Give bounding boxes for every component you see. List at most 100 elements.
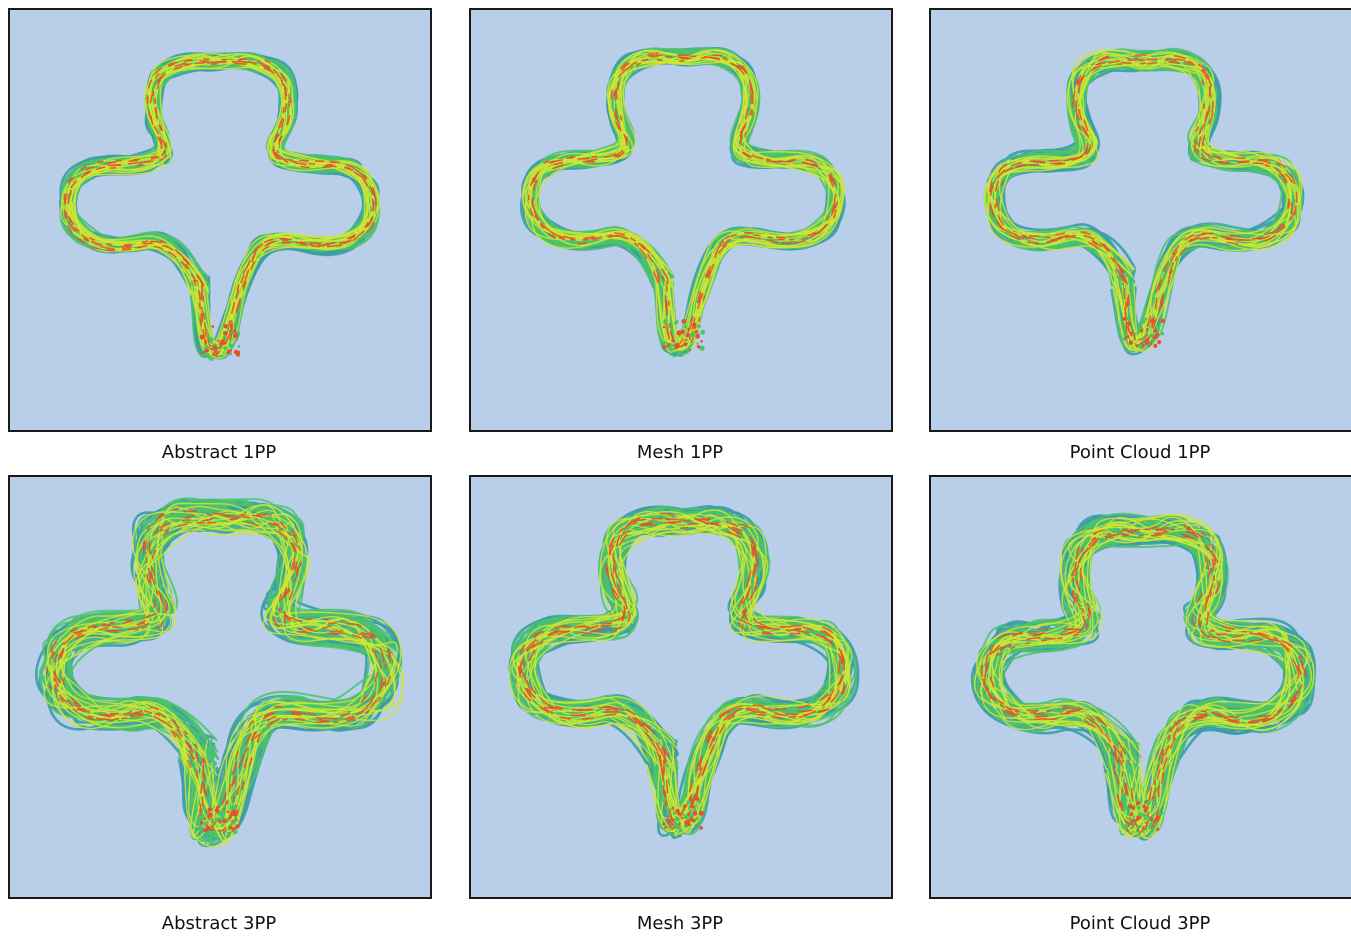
trajectory-point [1132,318,1135,321]
trajectory-point [214,349,218,354]
trajectory-bundle [59,52,381,362]
trajectory-line [530,55,833,348]
trajectory-point [699,826,703,830]
trajectory-plot [8,475,432,899]
trajectory-point [1161,812,1164,815]
trajectory-line [526,50,843,344]
trajectory-plot [8,8,432,432]
trajectory-point [236,809,240,813]
trajectory-line [522,52,838,342]
trajectory-point [233,329,237,333]
trajectory-line [63,58,375,352]
trajectory-line [61,514,405,844]
trajectory-point [226,351,230,355]
trajectory-point [674,322,677,325]
trajectory-point [1153,821,1156,824]
trajectory-line [61,52,369,347]
trajectory-point [686,800,691,804]
trajectory-line [67,59,375,353]
trajectory-line [68,58,369,358]
trajectory-point [214,817,219,823]
trajectory-line [993,54,1297,344]
trajectory-point [1155,325,1160,330]
panel-point-cloud-3pp [929,475,1351,899]
trajectory-point [205,825,211,831]
trajectory-line [994,58,1291,347]
trajectory-point [662,325,666,329]
trajectory-point [1150,318,1155,324]
trajectory-line [62,57,381,352]
trajectory-line [983,50,1290,342]
trajectory-line [997,60,1285,349]
trajectory-line [73,52,369,355]
trajectory-heatmap [508,504,860,840]
trajectory-line [534,51,834,350]
trajectory-point [680,797,684,801]
trajectory-line [530,53,842,344]
trajectory-point [211,325,215,328]
trajectory-bundle [519,46,846,358]
trajectory-line [66,55,373,350]
trajectory-line [535,47,836,358]
trajectory-line [65,57,375,360]
trajectory-line [536,52,838,343]
trajectory-line [530,56,839,350]
trajectory-point [690,798,696,803]
trajectory-heatmap [970,512,1317,841]
trajectory-line [532,50,840,353]
trajectory-line [992,54,1296,347]
trajectory-line [530,51,839,351]
caption-abstract-1pp: Abstract 1PP [161,442,277,463]
trajectory-line [524,48,843,348]
trajectory-line [995,50,1296,343]
trajectory-point [682,804,687,808]
trajectory-line [522,49,835,346]
trajectory-point [198,815,204,821]
trajectory-point [700,340,703,343]
trajectory-point [1136,825,1141,830]
trajectory-line [61,59,370,351]
trajectory-point [1152,801,1158,806]
trajectory-point [235,338,238,341]
trajectory-point [700,329,706,335]
trajectory-point [685,332,691,338]
trajectory-line [532,48,838,349]
trajectory-line [67,56,381,357]
trajectory-point [1124,333,1128,337]
trajectory-line [989,516,1298,820]
trajectory-point [1154,335,1158,339]
trajectory-line [523,55,836,350]
trajectory-line [59,55,371,355]
trajectory-line [530,55,838,349]
trajectory-line [524,48,845,344]
trajectory-point [1149,333,1154,338]
trajectory-line [61,60,369,359]
trajectory-line [984,521,1301,825]
trajectory-line [59,60,371,359]
trajectory-bundle [35,497,405,848]
trajectory-line [987,49,1299,351]
trajectory-line [987,57,1302,340]
trajectory-point [1135,818,1139,822]
trajectory-line [66,60,378,350]
trajectory-line [530,513,848,830]
trajectory-line [68,55,378,354]
trajectory-point [223,324,228,329]
trajectory-line [999,56,1297,339]
trajectory-line [523,47,846,350]
trajectory-line [522,54,836,351]
trajectory-line [991,55,1287,349]
trajectory-point [1140,337,1145,342]
trajectory-line [69,55,379,357]
trajectory-point [230,805,235,810]
trajectory-line [529,58,842,352]
trajectory-line [62,55,373,359]
trajectory-line [527,56,837,351]
trajectory-point [694,329,699,334]
trajectory-line [66,60,380,352]
trajectory-line [520,509,851,820]
trajectory-line [66,53,375,354]
trajectory-bundle [508,504,860,840]
trajectory-line [64,55,366,355]
trajectory-point [1157,340,1162,345]
